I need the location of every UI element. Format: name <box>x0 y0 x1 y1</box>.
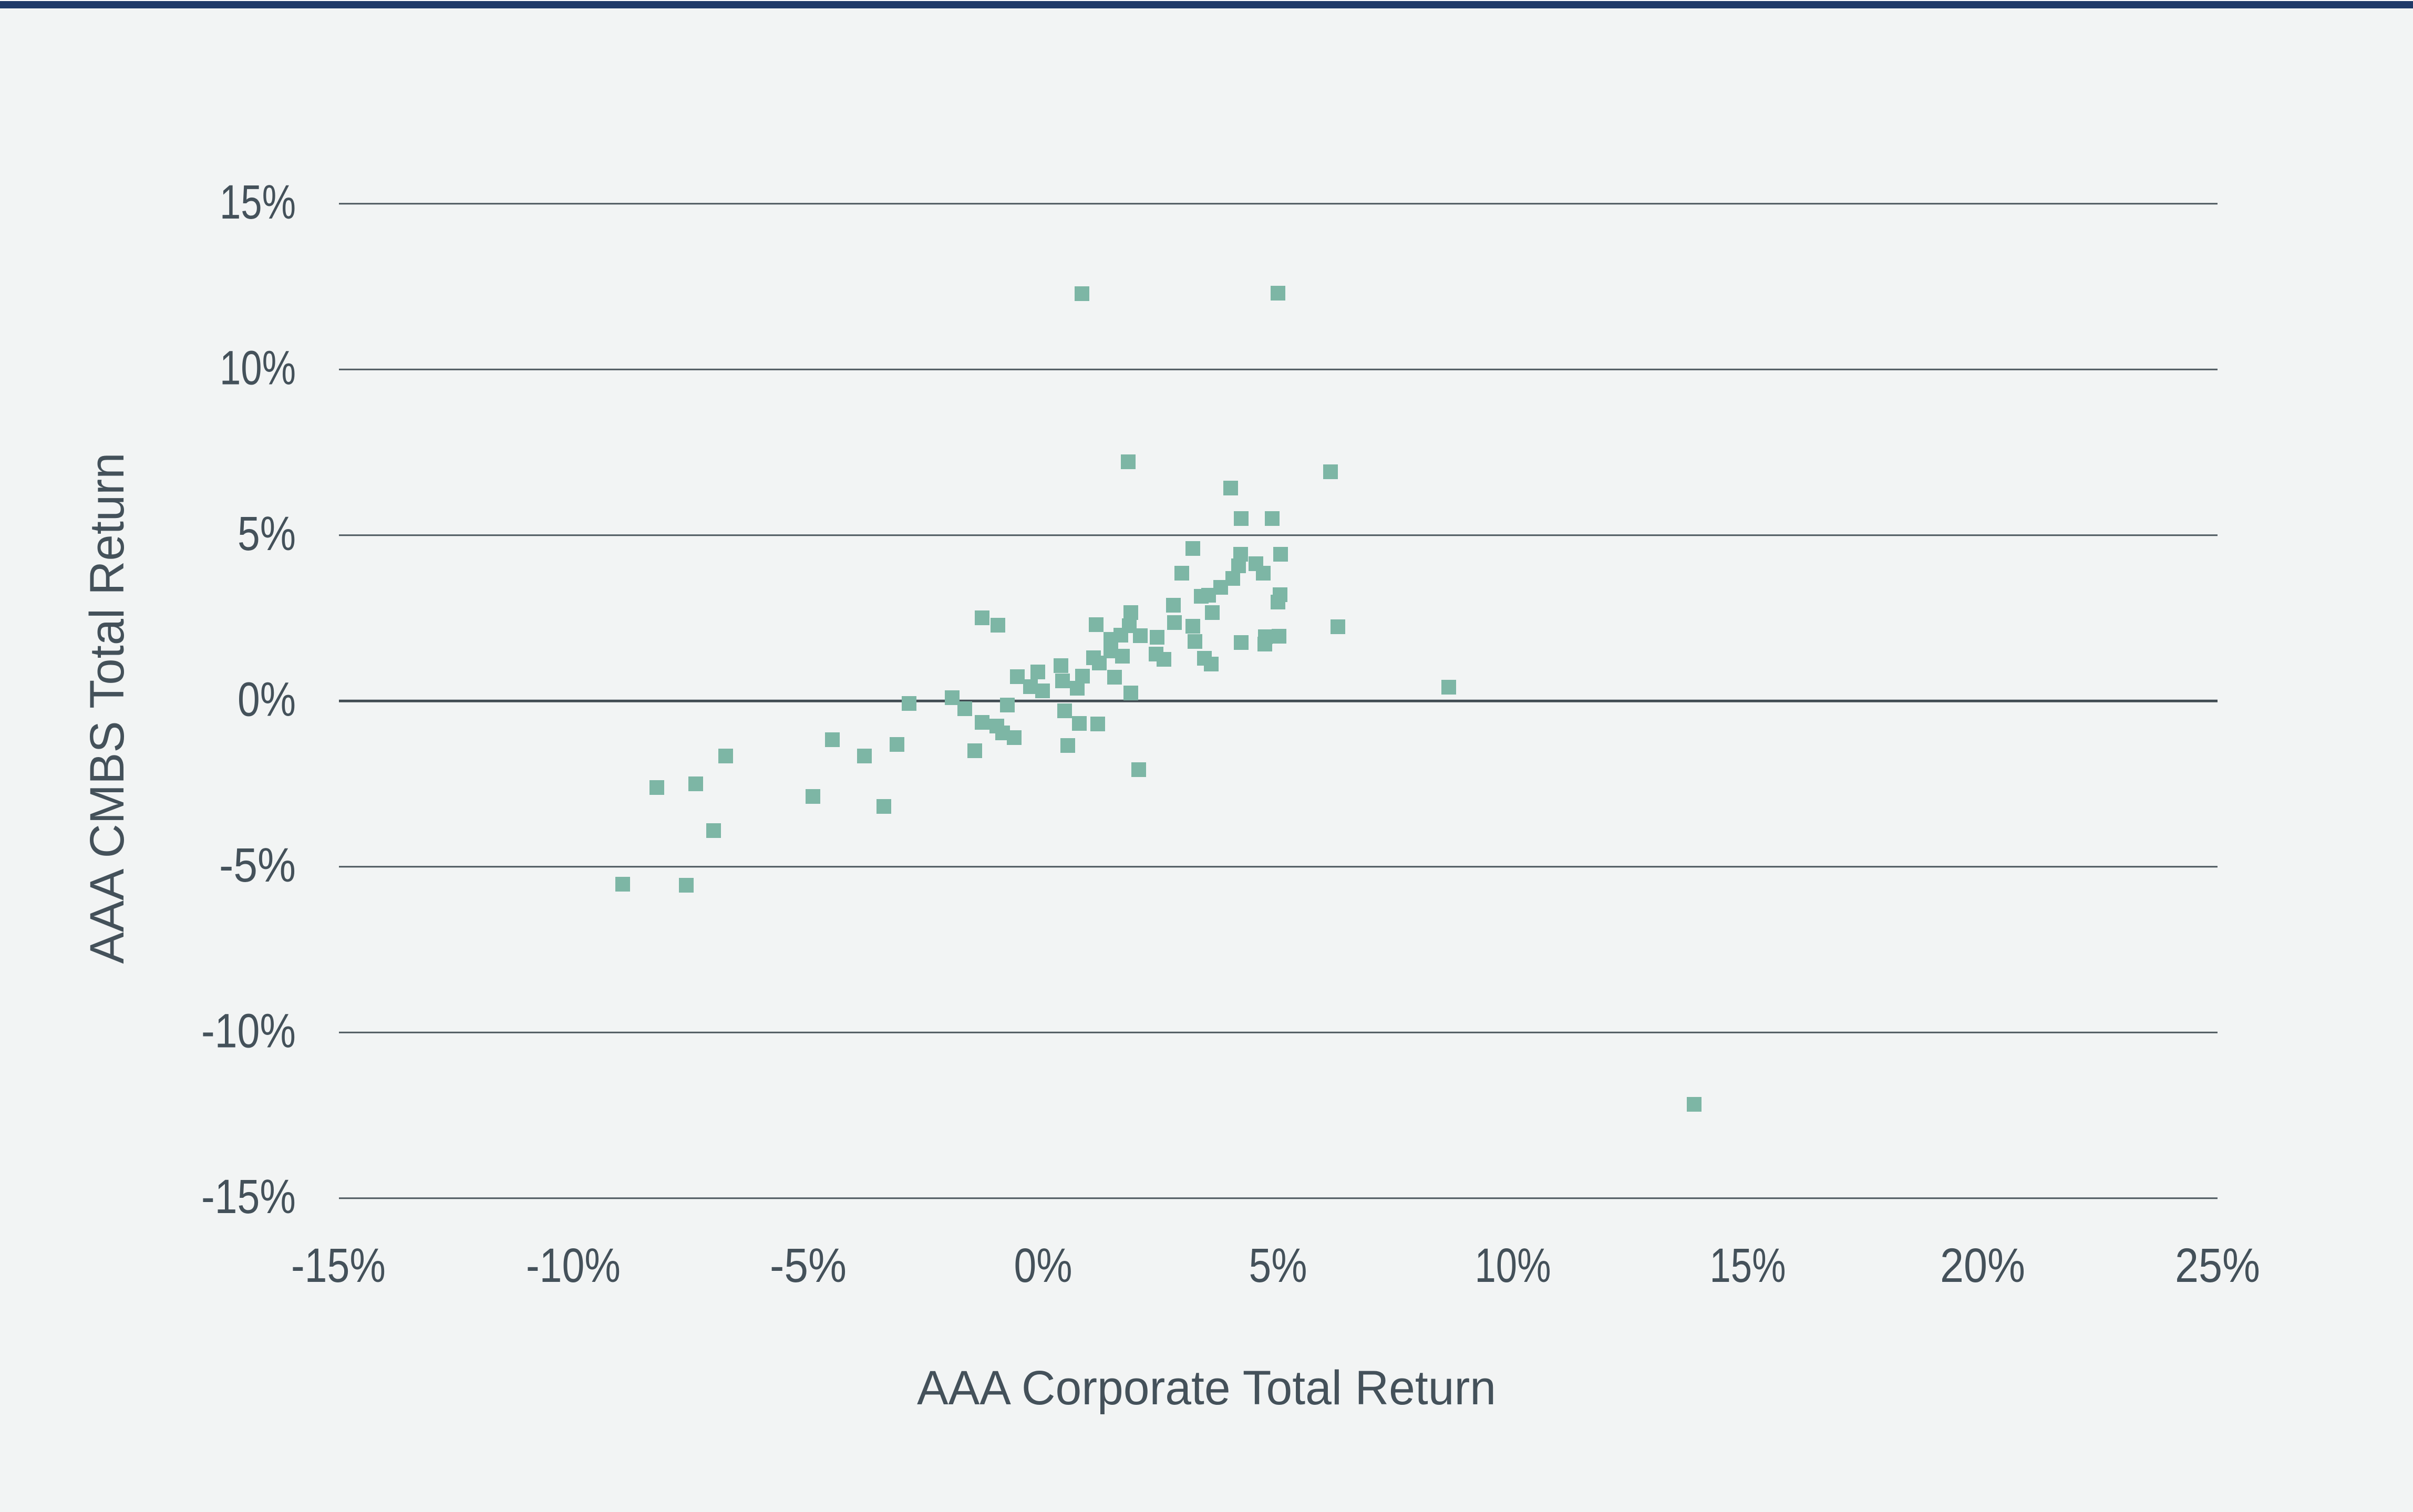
svg-text:-5%: -5% <box>219 838 296 892</box>
svg-text:15%: 15% <box>220 175 296 229</box>
svg-text:0%: 0% <box>238 672 296 726</box>
svg-text:-15%: -15% <box>201 1170 296 1224</box>
svg-text:20%: 20% <box>1940 1239 2025 1292</box>
svg-text:0%: 0% <box>1014 1239 1073 1292</box>
svg-text:-5%: -5% <box>770 1239 847 1292</box>
svg-text:-10%: -10% <box>201 1004 296 1058</box>
svg-text:10%: 10% <box>1475 1239 1551 1292</box>
svg-text:AAA Corporate Total Return: AAA Corporate Total Return <box>917 1361 1496 1415</box>
svg-text:-10%: -10% <box>526 1239 621 1292</box>
svg-text:-15%: -15% <box>291 1239 386 1292</box>
svg-text:15%: 15% <box>1710 1239 1786 1292</box>
svg-text:5%: 5% <box>238 507 296 561</box>
svg-text:25%: 25% <box>2175 1239 2260 1292</box>
svg-text:10%: 10% <box>220 341 296 395</box>
svg-text:AAA CMBS Total Return: AAA CMBS Total Return <box>80 453 134 964</box>
svg-text:5%: 5% <box>1249 1239 1307 1292</box>
